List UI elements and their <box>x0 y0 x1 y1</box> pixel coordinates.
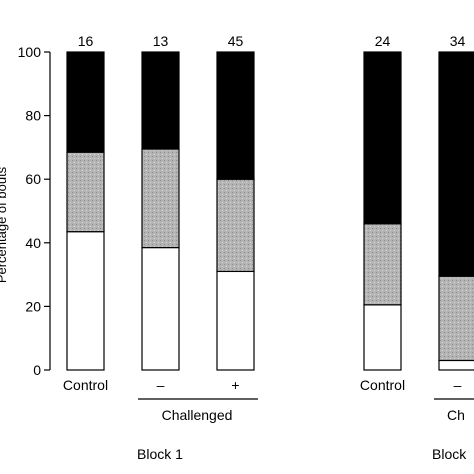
bar-segment <box>438 51 474 277</box>
bar-stack <box>216 51 255 371</box>
x-tick-labels: Control – + Control – <box>63 377 462 393</box>
bar-segment <box>141 246 180 371</box>
y-tick-label: 40 <box>25 235 41 251</box>
block-label: Block 1 <box>137 446 183 462</box>
bar-count-label: 24 <box>375 33 391 49</box>
y-tick-label: 60 <box>25 171 41 187</box>
bar-count-label: 34 <box>450 33 466 49</box>
bar-segment <box>141 148 180 249</box>
bar-segment <box>363 304 402 371</box>
bar-segment <box>66 151 105 233</box>
bar-stack <box>66 51 105 371</box>
bar-segment <box>66 231 105 371</box>
x-tick-label: + <box>231 377 239 393</box>
block-label: Block <box>432 446 467 462</box>
bar-segment <box>363 51 402 225</box>
y-axis: 0 20 40 60 80 100 <box>18 44 51 378</box>
y-tick-label: 0 <box>33 362 41 378</box>
bar-count-label: 45 <box>228 33 244 49</box>
x-tick-label: – <box>157 377 165 393</box>
y-tick-label: 80 <box>25 108 41 124</box>
bar-count-label: 16 <box>78 33 94 49</box>
bar-stack <box>438 51 474 371</box>
y-tick-label: 100 <box>18 44 42 60</box>
bar-segment <box>216 270 255 371</box>
bars <box>66 51 474 371</box>
x-tick-label: Control <box>360 377 405 393</box>
bar-stack <box>141 51 180 371</box>
bar-segment <box>438 275 474 362</box>
bar-count-labels: 16 13 45 24 34 <box>78 33 466 49</box>
y-axis-label: Percentage of bouts <box>0 166 9 283</box>
bar-segment <box>66 51 105 153</box>
bar-segment <box>438 359 474 371</box>
x-tick-label: – <box>454 377 462 393</box>
group-labels: Challenged Ch <box>138 398 474 423</box>
bar-count-label: 13 <box>153 33 169 49</box>
bar-segment <box>141 51 180 150</box>
bar-segment <box>363 223 402 306</box>
block-labels: Block 1 Block <box>137 446 467 462</box>
bar-segment <box>216 51 255 180</box>
x-tick-label: Control <box>63 377 108 393</box>
group-label: Challenged <box>162 407 233 423</box>
bar-stack <box>363 51 402 371</box>
bar-segment <box>216 178 255 273</box>
group-label: Ch <box>447 407 465 423</box>
y-tick-label: 20 <box>25 298 41 314</box>
